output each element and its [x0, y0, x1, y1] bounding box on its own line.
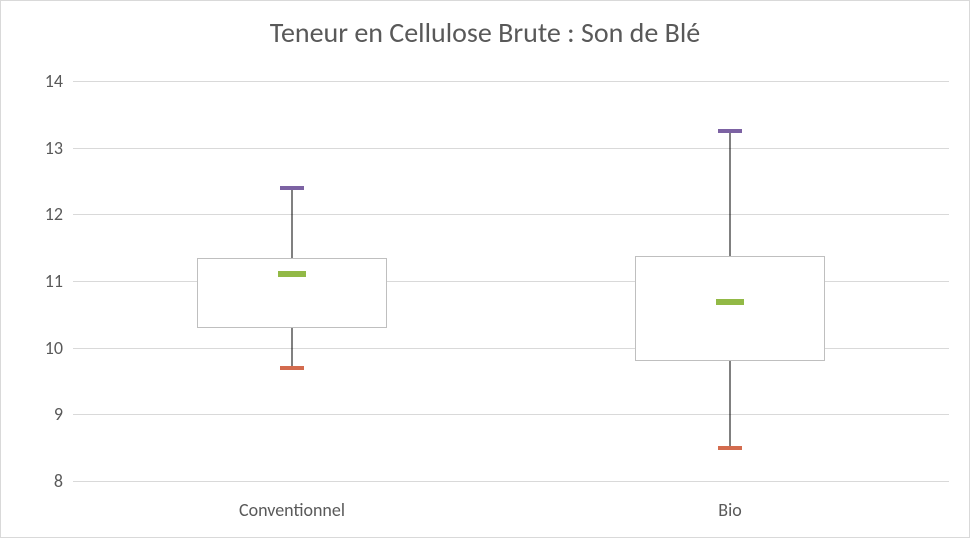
boxplot-chart: Teneur en Cellulose Brute : Son de Blé 8…: [0, 0, 970, 538]
y-tick-label: 12: [23, 203, 63, 225]
whisker-lower: [730, 361, 731, 448]
box-group: [197, 81, 387, 481]
median-mark: [278, 271, 306, 277]
whisker-upper: [730, 131, 731, 256]
y-tick-label: 9: [23, 403, 63, 425]
whisker-lower: [292, 328, 293, 368]
whisker-cap-min: [718, 446, 742, 450]
iqr-box: [635, 256, 825, 361]
y-tick-label: 10: [23, 337, 63, 359]
y-tick-label: 14: [23, 70, 63, 92]
box-group: [635, 81, 825, 481]
x-tick-label: Bio: [718, 499, 741, 521]
y-tick-label: 13: [23, 137, 63, 159]
y-tick-label: 8: [23, 470, 63, 492]
y-tick-label: 11: [23, 270, 63, 292]
gridline: [73, 481, 949, 482]
plot-area: 891011121314ConventionnelBio: [73, 81, 949, 481]
whisker-cap-min: [280, 366, 304, 370]
whisker-upper: [292, 188, 293, 258]
x-tick-label: Conventionnel: [239, 499, 345, 521]
whisker-cap-max: [718, 129, 742, 133]
iqr-box: [197, 258, 387, 328]
whisker-cap-max: [280, 186, 304, 190]
median-mark: [716, 299, 744, 305]
chart-title: Teneur en Cellulose Brute : Son de Blé: [1, 1, 969, 50]
